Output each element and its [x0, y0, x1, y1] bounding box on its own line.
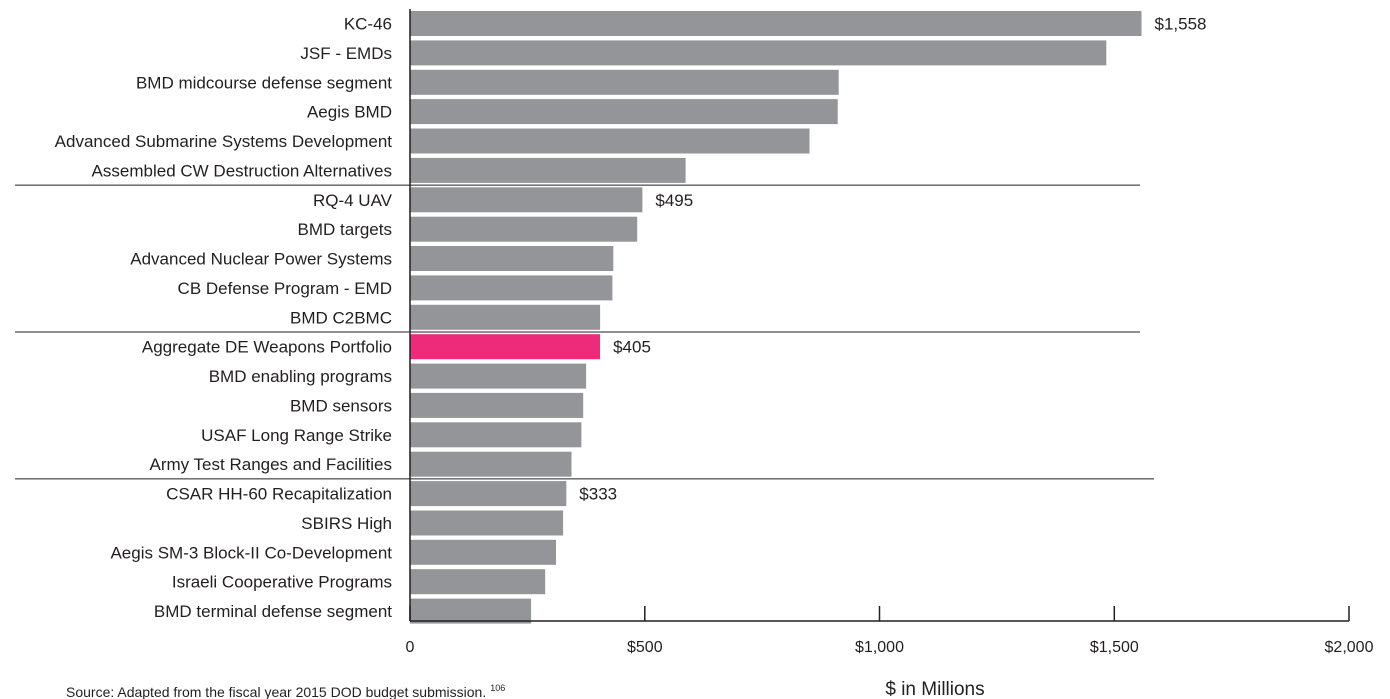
bar-group — [410, 11, 1142, 624]
category-label-israeli-cooperative-programs: Israeli Cooperative Programs — [172, 573, 392, 592]
x-tick-label-500: $500 — [627, 639, 663, 656]
value-label-rq-4-uav: $495 — [655, 191, 693, 210]
bar-bmd-midcourse-defense-segment — [410, 69, 839, 95]
category-label-rq-4-uav: RQ-4 UAV — [313, 191, 393, 210]
bar-bmd-c2bmc — [410, 304, 601, 330]
bar-israeli-cooperative-programs — [410, 569, 546, 595]
x-axis: 0 $500 $1,000 $1,500 $2,000 — [406, 9, 1374, 656]
bar-bmd-targets — [410, 216, 638, 242]
x-axis-ticks: 0 $500 $1,000 $1,500 $2,000 — [406, 606, 1374, 656]
category-label-usaf-long-range-strike: USAF Long Range Strike — [201, 426, 392, 445]
bar-jsf-emds — [410, 40, 1107, 66]
source-note-footnote: 106 — [490, 683, 505, 693]
bar-csar-hh-60-recapitalization — [410, 481, 567, 507]
category-labels: KC-46 JSF - EMDs BMD midcourse defense seg… — [55, 15, 393, 622]
category-label-aegis-bmd: Aegis BMD — [307, 103, 392, 122]
source-note-text: Source: Adapted from the fiscal year 201… — [66, 684, 486, 699]
bar-cb-defense-program-emd — [410, 275, 613, 301]
category-label-cb-defense-program-emd: CB Defense Program - EMD — [178, 279, 392, 298]
source-note: Source: Adapted from the fiscal year 201… — [66, 683, 505, 699]
category-label-aegis-sm-3-block-ii-co-development: Aegis SM-3 Block-II Co-Development — [110, 543, 392, 562]
category-label-kc-46: KC-46 — [344, 15, 392, 34]
bar-sbirs-high — [410, 510, 564, 536]
category-label-csar-hh-60-recapitalization: CSAR HH-60 Recapitalization — [166, 485, 392, 504]
category-label-aggregate-de-weapons-portfolio: Aggregate DE Weapons Portfolio — [142, 338, 392, 357]
category-label-bmd-c2bmc: BMD C2BMC — [290, 308, 392, 327]
category-label-bmd-targets: BMD targets — [298, 220, 392, 239]
category-label-bmd-midcourse-defense-segment: BMD midcourse defense segment — [136, 73, 392, 92]
x-tick-label-1000: $1,000 — [855, 639, 904, 656]
bar-advanced-submarine-systems-development — [410, 128, 810, 154]
bar-army-test-ranges-and-facilities — [410, 451, 572, 477]
bar-bmd-sensors — [410, 392, 584, 418]
x-tick-label-2000: $2,000 — [1325, 639, 1374, 656]
bar-assembled-cw-destruction-alternatives — [410, 157, 686, 183]
value-label-csar-hh-60-recapitalization: $333 — [579, 485, 617, 504]
bar-aegis-bmd — [410, 99, 838, 125]
value-label-kc-46: $1,558 — [1155, 15, 1207, 34]
bar-usaf-long-range-strike — [410, 422, 582, 448]
category-label-advanced-nuclear-power-systems: Advanced Nuclear Power Systems — [130, 250, 392, 269]
bar-kc-46 — [410, 11, 1142, 36]
x-tick-label-0: 0 — [406, 639, 415, 656]
bar-aegis-sm-3-block-ii-co-development — [410, 539, 556, 565]
bar-rq-4-uav — [410, 187, 643, 213]
category-label-army-test-ranges-and-facilities: Army Test Ranges and Facilities — [149, 455, 392, 474]
value-labels: $1,558 $495 $405 $333 — [579, 15, 1206, 504]
category-label-sbirs-high: SBIRS High — [301, 514, 392, 533]
bar-bmd-enabling-programs — [410, 363, 587, 389]
group-separators — [15, 184, 1154, 480]
category-label-jsf-emds: JSF - EMDs — [300, 44, 392, 63]
bar-advanced-nuclear-power-systems — [410, 246, 614, 271]
category-label-assembled-cw-destruction-alternatives: Assembled CW Destruction Alternatives — [92, 161, 392, 180]
category-label-advanced-submarine-systems-development: Advanced Submarine Systems Development — [55, 132, 393, 151]
bar-aggregate-de-weapons-portfolio — [410, 334, 601, 360]
category-label-bmd-enabling-programs: BMD enabling programs — [209, 367, 392, 386]
category-label-bmd-terminal-defense-segment: BMD terminal defense segment — [154, 602, 392, 621]
bar-bmd-terminal-defense-segment — [410, 598, 532, 624]
x-tick-label-1500: $1,500 — [1090, 639, 1139, 656]
x-axis-title: $ in Millions — [885, 679, 984, 699]
value-label-aggregate-de-weapons-portfolio: $405 — [613, 338, 651, 357]
category-label-bmd-sensors: BMD sensors — [290, 396, 392, 415]
